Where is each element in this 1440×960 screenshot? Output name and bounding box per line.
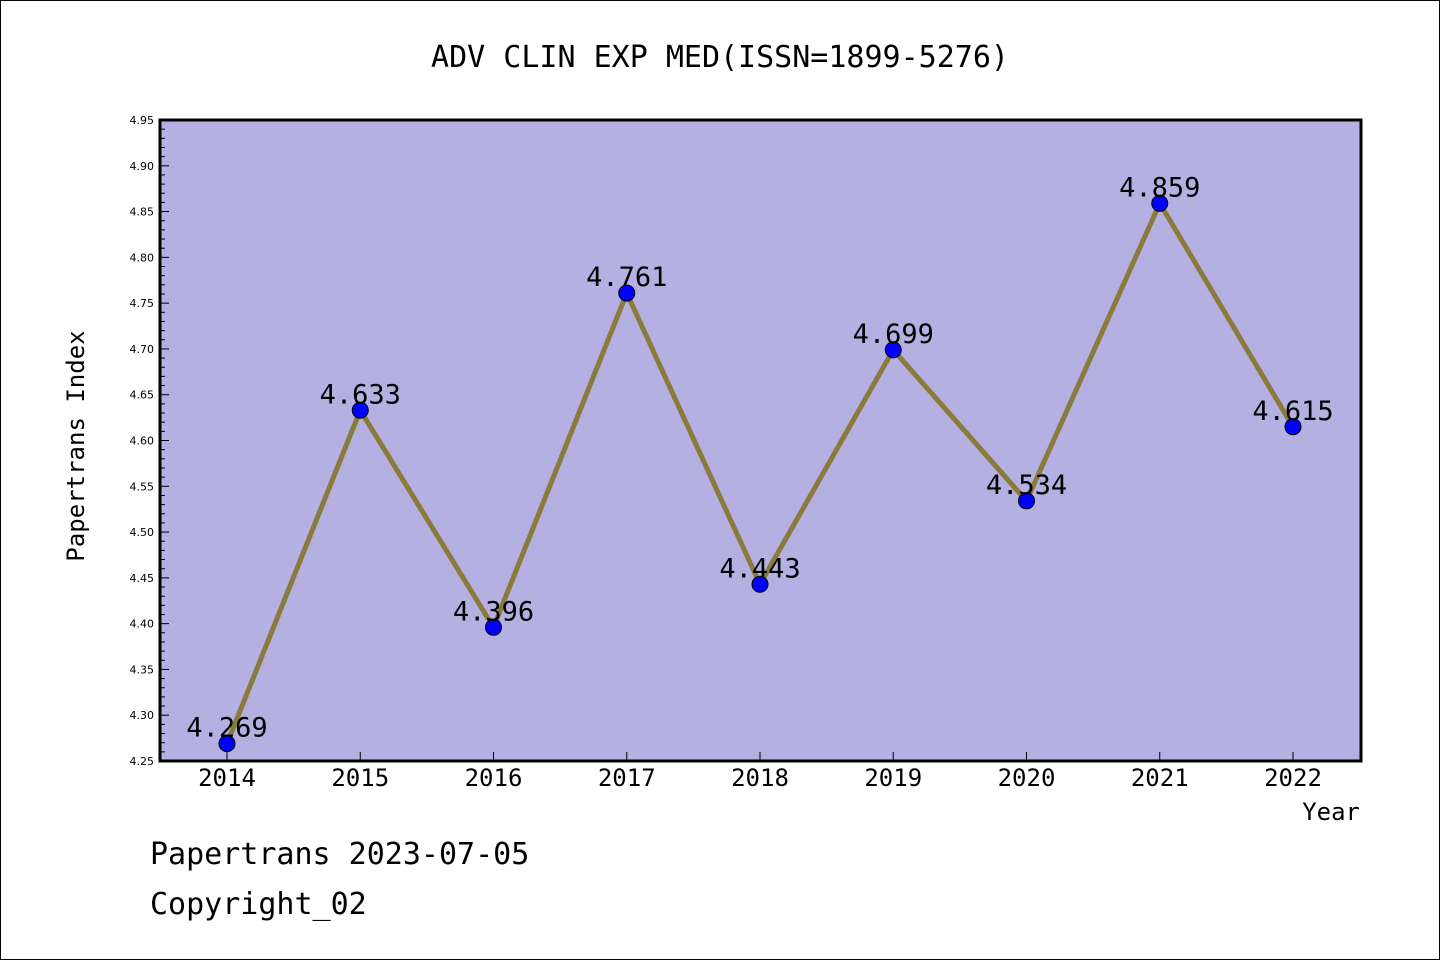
y-axis-title: Papertrans Index	[62, 330, 90, 561]
plot-area	[160, 120, 1361, 761]
plot-border	[158, 118, 1363, 763]
y-tick-label: 4.90	[130, 160, 155, 173]
data-points-group	[218, 194, 1302, 753]
data-point	[751, 575, 769, 593]
footer-date: Papertrans 2023-07-05	[150, 837, 529, 872]
data-point	[1018, 492, 1035, 510]
data-point	[884, 341, 902, 359]
data-label: 4.699	[853, 319, 934, 350]
data-label: 4.761	[586, 262, 667, 293]
data-label: 4.633	[320, 379, 401, 410]
x-tick-label: 2014	[198, 764, 256, 792]
data-label: 4.859	[1119, 172, 1200, 203]
data-label: 4.615	[1252, 396, 1333, 427]
x-tick-label: 2022	[1264, 764, 1322, 792]
x-axis-title: Year	[1302, 798, 1360, 826]
x-tick-label: 2017	[598, 764, 656, 792]
y-tick-label: 4.40	[130, 618, 155, 631]
data-point	[218, 735, 236, 753]
x-tick-label: 2019	[864, 764, 922, 792]
y-tick-label: 4.95	[130, 114, 155, 127]
data-point	[618, 284, 636, 302]
y-tick-label: 4.70	[130, 343, 155, 356]
y-tick-label: 4.65	[130, 389, 155, 402]
data-point	[1151, 194, 1169, 212]
footer-copyright: Copyright_02	[150, 887, 367, 922]
data-label: 4.534	[986, 470, 1067, 501]
data-label: 4.443	[719, 553, 800, 584]
y-tick-label: 4.75	[130, 297, 155, 310]
x-tick-label: 2020	[998, 764, 1056, 792]
y-tick-label: 4.35	[130, 663, 155, 676]
y-tick-label: 4.45	[130, 572, 155, 585]
y-tick-label: 4.50	[130, 526, 155, 539]
x-tick-label: 2021	[1131, 764, 1189, 792]
x-tick-label: 2018	[731, 764, 789, 792]
y-tick-label: 4.60	[130, 435, 155, 448]
data-label: 4.396	[453, 596, 534, 627]
chart-title: ADV CLIN EXP MED(ISSN=1899-5276)	[431, 40, 1009, 75]
data-point	[1284, 418, 1302, 436]
x-axis: 2014 2015 2016 2017 2018 2019 2020 2021 2022	[198, 752, 1322, 792]
data-point	[485, 618, 502, 636]
data-label: 4.269	[186, 713, 267, 744]
x-tick-label: 2016	[465, 764, 523, 792]
y-tick-label: 4.25	[130, 755, 155, 768]
data-labels-group: 4.269 4.633 4.396 4.761 4.443 4.699 4.534 4.859…	[186, 172, 1333, 743]
y-tick-label: 4.85	[130, 206, 155, 219]
y-axis: 4.25 4.30 4.35 4.40 4.45 4.50 4.55 4.60 4.65 4.70…	[130, 114, 169, 768]
y-tick-label: 4.55	[130, 480, 155, 493]
y-tick-label: 4.30	[130, 709, 155, 722]
y-tick-label: 4.80	[130, 251, 155, 264]
x-tick-label: 2015	[331, 764, 389, 792]
data-point	[351, 401, 369, 419]
